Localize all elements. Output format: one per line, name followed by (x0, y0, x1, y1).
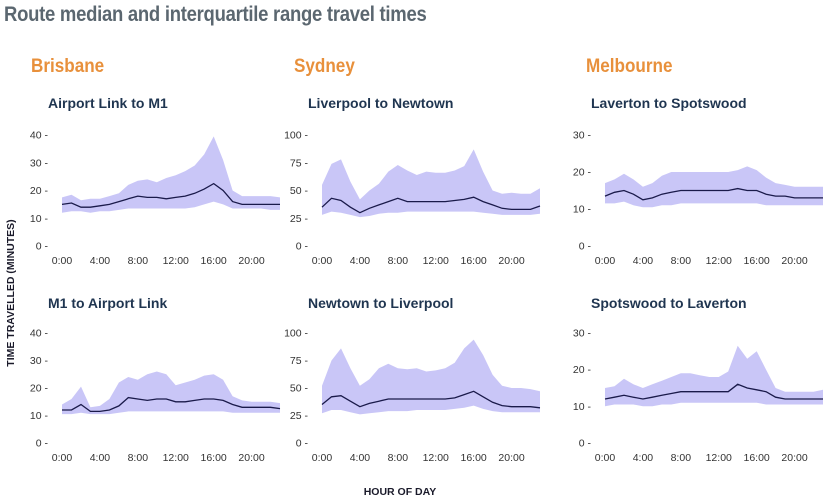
x-tick-label: 16:00 (201, 255, 227, 267)
y-tick-label: 75 - (290, 157, 309, 169)
interquartile-band (605, 345, 823, 407)
y-tick-label: 25 - (290, 410, 309, 422)
x-tick-label: 12:00 (423, 255, 449, 267)
x-tick-label: 16:00 (461, 452, 487, 464)
x-tick-label: 8:00 (388, 452, 409, 464)
x-tick-label: 20:00 (781, 255, 807, 267)
city-label-melbourne: Melbourne (586, 56, 673, 77)
x-tick-label: 16:00 (201, 452, 227, 464)
y-tick-label: 50 - (290, 185, 309, 197)
x-tick-label: 0:00 (52, 255, 73, 267)
x-tick-label: 4:00 (90, 452, 111, 464)
y-tick-label: 30 - (573, 130, 592, 142)
y-tick-label: 0 - (296, 241, 309, 253)
panel-title: Airport Link to M1 (48, 95, 168, 111)
panel-title: Laverton to Spotswood (591, 95, 747, 111)
y-tick-label: 0 - (579, 241, 592, 253)
y-tick-label: 0 - (36, 438, 49, 450)
x-tick-label: 20:00 (498, 255, 524, 267)
x-tick-label: 20:00 (498, 452, 524, 464)
x-tick-label: 16:00 (744, 452, 770, 464)
panel-title: Spotswood to Laverton (591, 295, 747, 311)
y-tick-label: 50 - (290, 383, 309, 395)
interquartile-band (62, 371, 280, 415)
median-line (62, 396, 281, 413)
median-line (604, 383, 823, 400)
chart-panel-2: Laverton to Spotswood 0 - 10 - 20 - 30 - 0:00… (573, 95, 823, 267)
x-tick-label: 12:00 (163, 452, 189, 464)
y-tick-label: 20 - (573, 167, 592, 179)
median-line (321, 196, 541, 214)
x-tick-label: 8:00 (128, 452, 149, 464)
panel-title: M1 to Airport Link (48, 295, 167, 311)
x-axis-label: HOUR OF DAY (363, 486, 437, 498)
x-tick-label: 0:00 (52, 452, 73, 464)
chart-panel-1: Liverpool to Newtown 0 - 25 - 50 - 75 - 100 -… (284, 95, 541, 267)
x-tick-label: 8:00 (671, 255, 692, 267)
x-tick-label: 0:00 (595, 452, 616, 464)
x-tick-label: 20:00 (238, 452, 264, 464)
chart-panel-0: Airport Link to M1 0 - 10 - 20 - 30 - 40 - 0:0… (30, 95, 280, 267)
x-tick-label: 20:00 (781, 452, 807, 464)
y-tick-label: 0 - (296, 438, 309, 450)
y-tick-label: 10 - (573, 204, 592, 216)
interquartile-band (62, 136, 280, 213)
x-tick-label: 0:00 (312, 452, 333, 464)
x-tick-label: 16:00 (744, 255, 770, 267)
chart-panel-3: M1 to Airport Link 0 - 10 - 20 - 30 - 40 - 0:0… (30, 295, 281, 464)
x-tick-label: 4:00 (633, 452, 654, 464)
chart-title: Route median and interquartile range tra… (4, 3, 427, 26)
x-tick-label: 0:00 (595, 255, 616, 267)
x-tick-label: 4:00 (90, 255, 111, 267)
y-tick-label: 30 - (30, 355, 49, 367)
y-tick-label: 10 - (30, 410, 49, 422)
panel-title: Liverpool to Newtown (308, 95, 453, 111)
y-tick-label: 30 - (573, 328, 592, 340)
x-tick-label: 20:00 (238, 255, 264, 267)
y-tick-label: 10 - (573, 401, 592, 413)
x-tick-label: 8:00 (671, 452, 692, 464)
city-label-brisbane: Brisbane (31, 56, 105, 77)
y-tick-label: 100 - (284, 130, 308, 142)
panel-title: Newtown to Liverpool (308, 295, 453, 311)
interquartile-band (605, 166, 823, 208)
median-line (604, 187, 823, 201)
y-tick-label: 40 - (30, 130, 49, 142)
x-tick-label: 8:00 (128, 255, 149, 267)
x-tick-label: 16:00 (461, 255, 487, 267)
median-line (61, 182, 280, 208)
city-label-sydney: Sydney (294, 56, 355, 77)
y-tick-label: 0 - (36, 241, 49, 253)
y-tick-label: 20 - (573, 364, 592, 376)
x-tick-label: 12:00 (706, 452, 732, 464)
y-tick-label: 10 - (30, 213, 49, 225)
y-tick-label: 40 - (30, 328, 49, 340)
y-tick-label: 25 - (290, 213, 309, 225)
interquartile-band (322, 339, 540, 415)
y-tick-label: 0 - (579, 438, 592, 450)
median-line (321, 390, 541, 409)
x-tick-label: 4:00 (350, 255, 371, 267)
x-tick-label: 12:00 (423, 452, 449, 464)
y-tick-label: 30 - (30, 157, 49, 169)
y-tick-label: 75 - (290, 355, 309, 367)
chart-panel-4: Newtown to Liverpool 0 - 25 - 50 - 75 - 100 -… (284, 295, 541, 464)
y-tick-label: 20 - (30, 383, 49, 395)
y-tick-label: 100 - (284, 328, 308, 340)
x-tick-label: 4:00 (633, 255, 654, 267)
x-tick-label: 12:00 (163, 255, 189, 267)
y-tick-label: 20 - (30, 185, 49, 197)
interquartile-band (322, 149, 540, 218)
x-tick-label: 8:00 (388, 255, 409, 267)
x-tick-label: 12:00 (706, 255, 732, 267)
chart-panel-5: Spotswood to Laverton 0 - 10 - 20 - 30 - 0:00… (573, 295, 823, 464)
x-tick-label: 0:00 (312, 255, 333, 267)
x-tick-label: 4:00 (350, 452, 371, 464)
